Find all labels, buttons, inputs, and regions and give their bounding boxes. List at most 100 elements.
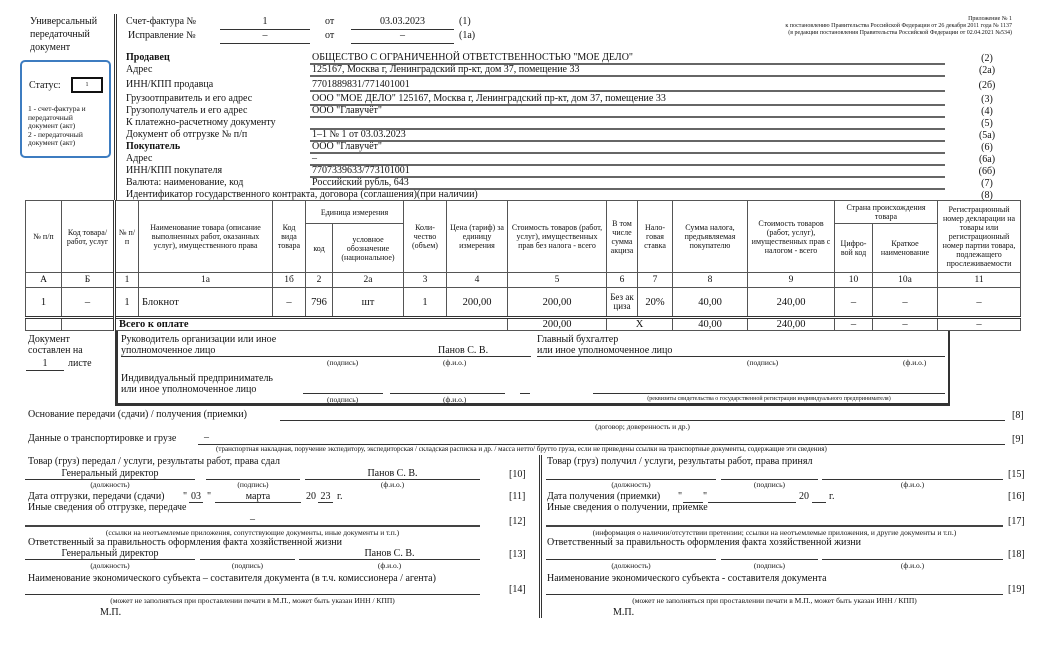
- field-code: (2): [981, 53, 993, 64]
- other-receipt-field[interactable]: [546, 525, 1003, 527]
- field-code: (4): [981, 106, 993, 117]
- field-value: ООО "Главучёт": [312, 105, 383, 116]
- fio-field[interactable]: [822, 479, 1003, 480]
- status-label: Статус:: [29, 80, 61, 91]
- code-17: [17]: [1008, 516, 1025, 527]
- underline: [303, 393, 383, 394]
- quote: ": [678, 491, 683, 502]
- field-code: (7): [981, 178, 993, 189]
- sign-field[interactable]: [721, 559, 818, 560]
- underline: [25, 479, 195, 480]
- total-cost-w-tax: 240,00: [747, 316, 835, 331]
- code-16: [16]: [1008, 491, 1025, 502]
- entity-field[interactable]: [25, 594, 480, 595]
- field-value: 125167, Москва г, Ленинградский пр-кт, д…: [312, 64, 580, 75]
- table-row: 1–1 Блокнот –796 шт 1 200,00 200,00 Без акциза 2…: [25, 287, 1022, 318]
- entity-label: Наименование экономического субъекта - с…: [547, 573, 827, 584]
- cell: [25, 316, 62, 331]
- underline: [310, 176, 945, 178]
- cell: –: [61, 287, 116, 318]
- head-label: уполномоченное лицо: [121, 345, 216, 356]
- stamp-place: М.П.: [613, 607, 635, 618]
- col-header: Единица измерения: [305, 200, 404, 224]
- receipt-date-label: Дата получения (приемки): [547, 491, 661, 502]
- entity-field[interactable]: [546, 594, 1003, 595]
- fio-field[interactable]: [822, 559, 1003, 560]
- cell: –: [871, 287, 939, 318]
- sign-field[interactable]: [721, 479, 818, 480]
- caption-fio: (ф.и.о.): [903, 358, 927, 367]
- head-name: Панов С. В.: [438, 345, 489, 356]
- column-number: 9: [747, 272, 835, 288]
- underline: [310, 152, 945, 154]
- underline: [310, 164, 945, 166]
- col-header: Код товара/ работ, услуг: [61, 200, 116, 273]
- col-header: Стоимость товаров (работ, услуг), имущес…: [747, 200, 835, 273]
- invoice-date: 03.03.2023: [380, 16, 425, 27]
- col-header: Нало-говая ставка: [637, 200, 673, 273]
- code-13: [13]: [509, 549, 526, 560]
- column-number: 1б: [272, 272, 306, 288]
- sheets-count: 1: [42, 358, 48, 369]
- transport-field[interactable]: [198, 444, 1005, 445]
- underline: [310, 63, 945, 65]
- field-code: (6б): [978, 166, 996, 177]
- column-numbers-row: А Б 1 1а 1б 2 2а 3 4 5 6 7 8 9 10 10а 11: [25, 272, 1022, 288]
- table-header-row: № п/п Код товара/ работ, услуг № п/п Наи…: [25, 200, 1022, 273]
- underline: [189, 502, 203, 503]
- col-header: Цифро-вой код: [834, 223, 873, 273]
- total-row: Всего к оплате 200,00 X 40,00 240,00 – –…: [25, 316, 1022, 331]
- position-field[interactable]: [546, 559, 716, 560]
- month-field[interactable]: [708, 502, 796, 503]
- other-shipment-caption: (ссылки на неотъемлемые приложения, сопу…: [105, 528, 400, 537]
- field-value: ООО "Главучёт": [312, 141, 383, 152]
- cell: –: [834, 287, 873, 318]
- caption-sign: (подпись): [327, 358, 359, 367]
- code-19: [19]: [1008, 584, 1025, 595]
- underline: [351, 29, 454, 30]
- ie-label: Индивидуальный предприниматель: [121, 373, 273, 384]
- field-label: Адрес: [126, 153, 153, 164]
- transport-code: [9]: [1012, 434, 1024, 445]
- code-14: [14]: [509, 584, 526, 595]
- col-header: Коли-чество (объем): [403, 200, 447, 273]
- status-note: 1 - счет-фактура и: [28, 104, 86, 113]
- caption-fio: (ф.и.о.): [900, 480, 925, 489]
- cell: 1: [25, 287, 62, 318]
- basis-field[interactable]: [280, 420, 1005, 421]
- status-field[interactable]: 1: [71, 77, 103, 93]
- field-value: 1–1 № 1 от 03.03.2023: [312, 129, 406, 140]
- field-label: Продавец: [126, 52, 170, 63]
- document-title-line: передаточный: [30, 29, 90, 40]
- responsible-label: Ответственный за правильность оформления…: [547, 537, 862, 548]
- cell: Блокнот: [138, 287, 273, 318]
- day-field[interactable]: [683, 502, 703, 503]
- total-label: Всего к оплате: [114, 316, 508, 331]
- invoice-number: 1: [262, 16, 268, 27]
- caption-fio: (ф.и.о.): [443, 358, 467, 367]
- col-header: Наименование товара (описание выполненны…: [138, 200, 273, 273]
- transport-caption: (транспортная накладная, поручение экспе…: [216, 445, 827, 453]
- cell: –: [272, 287, 306, 318]
- field-code: (2б): [978, 80, 996, 91]
- cell: 200,00: [507, 287, 607, 318]
- col-header: В том числе сумма акциза: [606, 200, 638, 273]
- caption-fio: (ф.и.о.): [377, 561, 402, 570]
- underline: [318, 502, 333, 503]
- field-label: Грузоотправитель и его адрес: [126, 93, 253, 104]
- from-label: от: [325, 30, 335, 41]
- caption-position: (должность): [90, 561, 130, 570]
- underline: [220, 43, 310, 44]
- field-value: ООО "МОЕ ДЕЛО" 125167, Москва г, Ленингр…: [312, 93, 666, 104]
- column-number: 1а: [138, 272, 273, 288]
- col-header: Код вида товара: [272, 200, 306, 273]
- column-number: 5: [507, 272, 607, 288]
- field-label: К платежно-расчетному документу: [126, 117, 276, 128]
- code-10: [10]: [509, 469, 526, 480]
- code-11: [11]: [509, 491, 526, 502]
- annex-line: Приложение № 1: [968, 16, 1012, 22]
- year-field[interactable]: [812, 502, 826, 503]
- cell: 240,00: [747, 287, 835, 318]
- document-title: Универсальный передаточный документ: [30, 15, 97, 54]
- position-field[interactable]: [546, 479, 716, 480]
